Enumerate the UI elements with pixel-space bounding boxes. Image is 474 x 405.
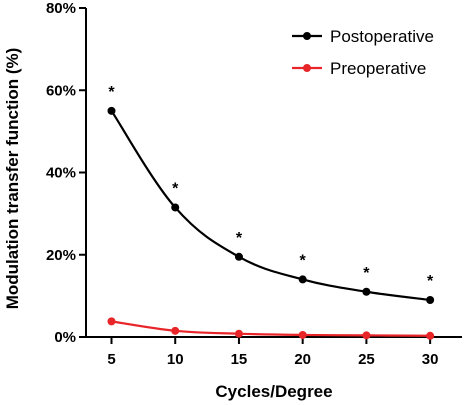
significance-asterisk: * xyxy=(363,265,370,282)
y-tick-label: 0% xyxy=(54,329,76,346)
series-line-preoperative xyxy=(111,320,431,337)
x-tick-label: 25 xyxy=(358,351,375,368)
y-tick-label: 40% xyxy=(46,165,76,182)
axes: 0% 20% 40% 60% 80% 5 10 15 20 25 30 xyxy=(46,0,462,368)
legend-item-postoperative: Postoperative xyxy=(292,27,434,46)
y-tick-label: 80% xyxy=(46,0,76,17)
series-layer xyxy=(107,106,435,340)
x-tick-label: 10 xyxy=(167,351,184,368)
y-tick-label: 60% xyxy=(46,82,76,99)
data-point-preoperative xyxy=(171,326,180,335)
legend-label-postoperative: Postoperative xyxy=(330,27,434,46)
significance-asterisk: * xyxy=(108,84,115,101)
data-point-postoperative xyxy=(426,295,435,304)
significance-asterisk: * xyxy=(427,273,434,290)
data-point-preoperative xyxy=(298,330,307,339)
x-tick-label: 5 xyxy=(107,351,115,368)
x-axis-title: Cycles/Degree xyxy=(215,382,332,401)
significance-asterisk: * xyxy=(300,252,307,269)
data-point-postoperative xyxy=(107,106,116,115)
series-postoperative xyxy=(107,106,435,304)
x-tick-label: 15 xyxy=(231,351,248,368)
y-axis-title: Modulation transfer function (%) xyxy=(3,48,22,310)
legend: Postoperative Preoperative xyxy=(292,27,434,78)
data-point-postoperative xyxy=(298,275,307,284)
legend-marker-preoperative xyxy=(303,64,311,72)
data-point-preoperative xyxy=(107,317,116,326)
series-line-postoperative xyxy=(110,110,431,302)
y-tick-label: 20% xyxy=(46,247,76,264)
data-point-postoperative xyxy=(171,203,180,212)
significance-asterisk: * xyxy=(236,230,243,247)
legend-item-preoperative: Preoperative xyxy=(292,59,426,78)
data-point-postoperative xyxy=(362,287,371,296)
x-tick-label: 20 xyxy=(294,351,311,368)
data-point-preoperative xyxy=(234,329,243,338)
data-point-postoperative xyxy=(234,252,243,261)
legend-marker-postoperative xyxy=(303,32,311,40)
legend-label-preoperative: Preoperative xyxy=(330,59,426,78)
x-tick-label: 30 xyxy=(422,351,439,368)
data-point-preoperative xyxy=(426,331,435,340)
data-point-preoperative xyxy=(362,331,371,340)
significance-asterisk: * xyxy=(172,180,179,197)
significance-annotations: * * * * * * xyxy=(108,84,434,290)
series-preoperative xyxy=(107,317,435,340)
